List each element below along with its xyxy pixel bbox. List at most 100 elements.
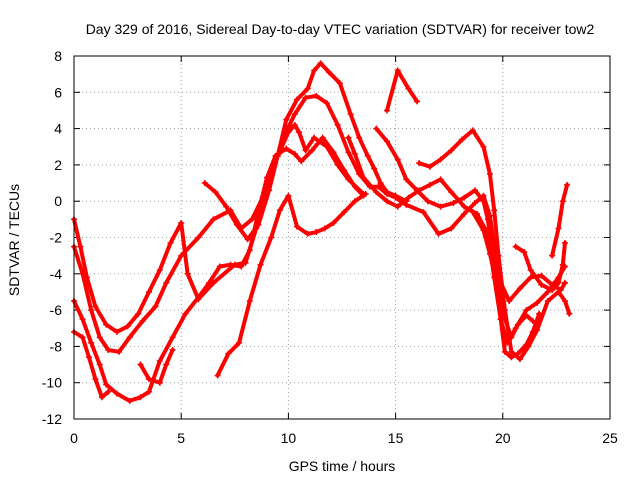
data-point xyxy=(195,234,202,241)
data-point xyxy=(480,227,487,234)
data-point xyxy=(268,234,275,241)
series-layer xyxy=(71,60,573,404)
data-point xyxy=(523,312,530,319)
data-point xyxy=(448,147,455,154)
series-trace-13 xyxy=(513,240,567,293)
y-tick-label: -6 xyxy=(50,302,63,318)
data-point xyxy=(319,134,326,141)
data-point xyxy=(471,187,478,194)
data-point xyxy=(394,156,401,163)
y-tick-label: -12 xyxy=(42,411,62,427)
data-point xyxy=(501,348,508,355)
data-point xyxy=(414,98,421,105)
data-point xyxy=(156,267,163,274)
data-point xyxy=(184,270,191,277)
data-point xyxy=(79,270,86,277)
data-point xyxy=(169,347,176,354)
data-point xyxy=(364,152,371,159)
data-point xyxy=(480,198,487,205)
x-tick-label: 15 xyxy=(388,430,404,446)
data-point xyxy=(561,279,568,286)
data-point xyxy=(326,69,333,76)
data-point xyxy=(156,379,163,386)
data-point xyxy=(373,125,380,132)
y-tick-label: 0 xyxy=(54,193,62,209)
data-point xyxy=(223,203,230,210)
data-point xyxy=(521,249,528,256)
data-point xyxy=(163,279,170,286)
data-point xyxy=(283,145,290,152)
data-point xyxy=(274,152,281,159)
data-point xyxy=(461,194,468,201)
data-point xyxy=(178,252,185,259)
data-point xyxy=(435,230,442,237)
data-point xyxy=(461,203,468,210)
data-point xyxy=(88,339,95,346)
data-point xyxy=(360,174,367,181)
data-point xyxy=(497,316,504,323)
data-point xyxy=(113,328,120,335)
data-point xyxy=(544,298,551,305)
data-point xyxy=(555,225,562,232)
data-point xyxy=(486,170,493,177)
data-point xyxy=(345,134,352,141)
x-tick-labels: 0 5 10 15 20 25 xyxy=(70,430,618,446)
data-point xyxy=(514,350,521,357)
data-point xyxy=(152,303,159,310)
data-point xyxy=(392,192,399,199)
y-tick-label: -10 xyxy=(42,375,62,391)
data-point xyxy=(236,339,243,346)
data-point xyxy=(167,239,174,246)
series-trace-3 xyxy=(72,135,366,403)
x-tick-label: 10 xyxy=(281,430,297,446)
data-point xyxy=(384,107,391,114)
data-point xyxy=(351,183,358,190)
data-point xyxy=(536,310,543,317)
data-point xyxy=(566,310,573,317)
data-point xyxy=(448,225,455,232)
data-point xyxy=(448,189,455,196)
data-point xyxy=(86,354,93,361)
data-point xyxy=(313,92,320,99)
data-point xyxy=(169,334,176,341)
data-point xyxy=(461,210,468,217)
data-point xyxy=(105,388,112,395)
data-point xyxy=(437,156,444,163)
data-point xyxy=(459,136,466,143)
data-point xyxy=(377,180,384,187)
data-point xyxy=(135,310,142,317)
data-point xyxy=(321,225,328,232)
y-tick-label: 2 xyxy=(54,157,62,173)
data-point xyxy=(225,350,232,357)
data-point xyxy=(233,221,240,228)
data-point xyxy=(96,334,103,341)
data-point xyxy=(291,111,298,118)
data-point xyxy=(88,307,95,314)
data-point xyxy=(126,334,133,341)
x-tick-label: 5 xyxy=(177,430,185,446)
data-point xyxy=(559,198,566,205)
data-point xyxy=(516,285,523,292)
series-trace-14 xyxy=(550,182,570,258)
data-point xyxy=(293,223,300,230)
data-point xyxy=(178,219,185,226)
data-point xyxy=(304,230,311,237)
data-point xyxy=(330,149,337,156)
data-point xyxy=(212,189,219,196)
data-point xyxy=(559,261,566,268)
data-point xyxy=(293,96,300,103)
data-point xyxy=(311,67,318,74)
data-point xyxy=(512,243,519,250)
data-point xyxy=(523,341,530,348)
y-tick-labels: -12 -10 -8 -6 -4 -2 0 2 4 6 8 xyxy=(42,48,62,427)
data-point xyxy=(549,287,556,294)
data-point xyxy=(298,158,305,165)
series-trace-4 xyxy=(72,329,111,400)
data-point xyxy=(296,129,303,136)
data-point xyxy=(527,274,534,281)
y-tick-label: 8 xyxy=(54,48,62,64)
data-point xyxy=(308,147,315,154)
data-point xyxy=(471,200,478,207)
x-tick-label: 25 xyxy=(602,430,618,446)
